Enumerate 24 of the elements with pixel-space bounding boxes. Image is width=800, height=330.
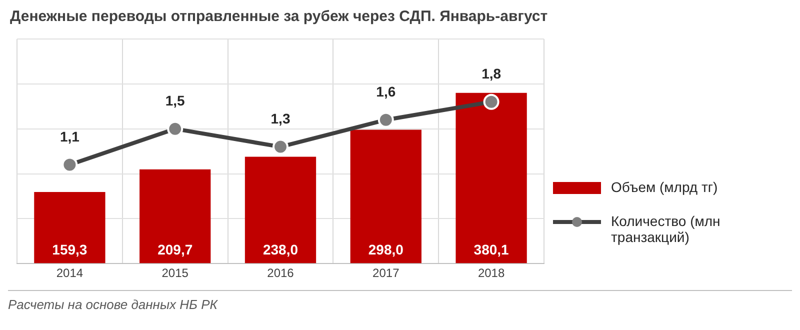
data-label: 1,6: [376, 84, 396, 100]
data-label: 1,1: [60, 128, 80, 145]
x-tick-label: 2017: [372, 266, 400, 280]
data-label: 380,1: [474, 241, 510, 258]
x-tick-label: 2016: [267, 266, 294, 280]
data-label: 298,0: [368, 241, 404, 258]
bar: [456, 92, 527, 264]
bar: [140, 169, 211, 264]
bar: [244, 156, 316, 264]
bar: [34, 192, 106, 264]
data-label: 1,8: [482, 66, 502, 82]
data-label: 1,5: [165, 92, 186, 109]
legend-label: Количество (млн транзакций): [611, 213, 722, 245]
data-label: 209,7: [158, 241, 193, 258]
x-tick-label: 2015: [162, 266, 189, 280]
bar: [350, 130, 422, 264]
x-tick-label: 2014: [56, 266, 84, 280]
x-tick-label: 2018: [478, 266, 505, 280]
chart-title: Денежные переводы отправленные за рубеж через СДП. Январь-август: [10, 8, 549, 25]
data-label: 1,3: [270, 110, 290, 127]
data-label: 159,3: [52, 241, 88, 258]
legend-label: Объем (млрд тг): [611, 179, 719, 195]
data-label: 238,0: [262, 241, 298, 258]
text: Расчеты на основе данных НБ РК: [8, 297, 219, 312]
